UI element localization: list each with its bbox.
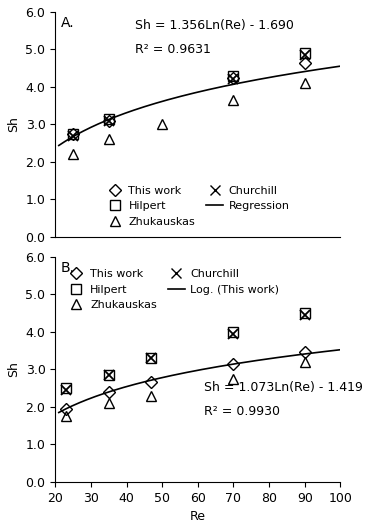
Text: R² = 0.9631: R² = 0.9631 [135,43,211,56]
Text: Sh = 1.073Ln(Re) - 1.419: Sh = 1.073Ln(Re) - 1.419 [204,381,362,394]
Text: A.: A. [61,16,75,30]
Text: R² = 0.9930: R² = 0.9930 [204,405,280,418]
Legend: This work, Hilpert, Zhukauskas, Churchill, Log. (This work): This work, Hilpert, Zhukauskas, Churchil… [63,264,284,315]
X-axis label: Re: Re [190,510,206,523]
Text: Sh = 1.356Ln(Re) - 1.690: Sh = 1.356Ln(Re) - 1.690 [135,19,294,32]
Text: B.: B. [61,261,75,275]
Y-axis label: Sh: Sh [7,361,20,377]
Y-axis label: Sh: Sh [7,117,20,132]
Legend: This work, Hilpert, Zhukauskas, Churchill, Regression: This work, Hilpert, Zhukauskas, Churchil… [102,181,294,231]
